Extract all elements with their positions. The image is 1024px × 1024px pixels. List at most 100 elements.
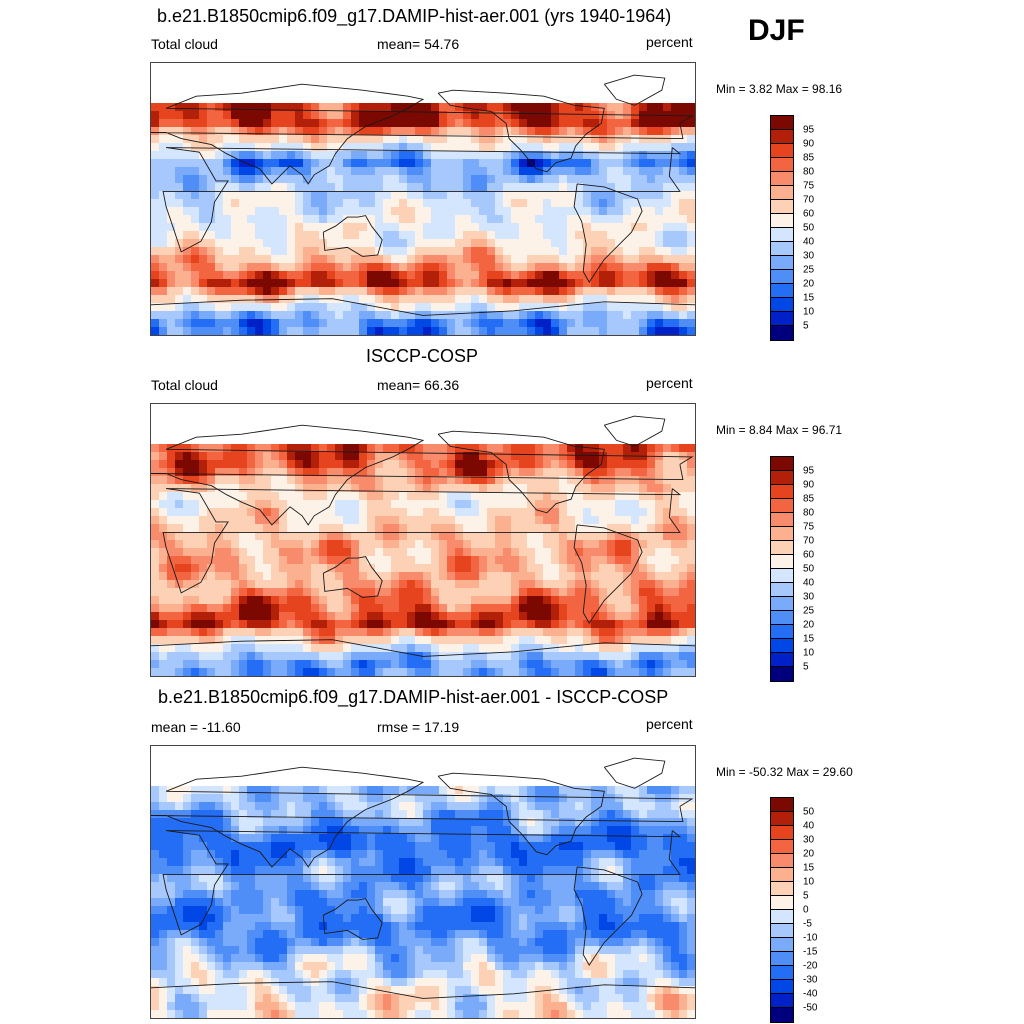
field-cell [447, 175, 456, 184]
field-cell [431, 818, 440, 827]
field-cell [559, 882, 568, 891]
field-cell [223, 636, 232, 645]
field-cell [239, 263, 248, 272]
field-cell [455, 580, 464, 589]
field-cell [287, 484, 296, 493]
field-cell [455, 596, 464, 605]
field-cell [255, 135, 264, 144]
field-cell [655, 119, 664, 128]
field-cell [551, 802, 560, 811]
field-cell [551, 818, 560, 827]
field-cell [407, 850, 416, 859]
field-cell [151, 311, 160, 320]
field-cell [439, 786, 448, 795]
field-cell [351, 834, 360, 843]
field-cell [351, 866, 360, 875]
field-cell [599, 484, 608, 493]
field-cell [679, 223, 688, 232]
field-cell [343, 850, 352, 859]
field-cell [551, 476, 560, 485]
field-cell [335, 588, 344, 597]
field-cell [591, 826, 600, 835]
field-cell [519, 652, 528, 661]
field-cell [183, 279, 192, 288]
field-cell [647, 263, 656, 272]
colorbar-segment [771, 527, 793, 541]
field-cell [199, 866, 208, 875]
field-cell [391, 279, 400, 288]
field-cell [455, 111, 464, 120]
field-cell [575, 532, 584, 541]
field-cell [239, 468, 248, 477]
field-cell [679, 834, 688, 843]
field-cell [239, 135, 248, 144]
field-cell [191, 548, 200, 557]
field-cell [463, 588, 472, 597]
field-cell [479, 444, 488, 453]
field-cell [191, 644, 200, 653]
field-cell [431, 858, 440, 867]
field-cell [679, 127, 688, 136]
field-cell [287, 548, 296, 557]
field-cell [239, 159, 248, 168]
field-cell [375, 866, 384, 875]
field-cell [351, 460, 360, 469]
field-cell [551, 508, 560, 517]
field-cell [391, 652, 400, 661]
field-cell [503, 135, 512, 144]
field-cell [575, 175, 584, 184]
field-cell [279, 468, 288, 477]
field-cell [647, 826, 656, 835]
field-cell [367, 151, 376, 160]
field-cell [351, 890, 360, 899]
field-cell [687, 143, 695, 152]
field-cell [551, 556, 560, 565]
field-cell [647, 818, 656, 827]
field-cell [207, 532, 216, 541]
field-cell [687, 468, 695, 477]
colorbar-segment [771, 457, 793, 471]
field-cell [551, 255, 560, 264]
field-cell [607, 279, 616, 288]
field-cell [407, 874, 416, 883]
field-cell [351, 119, 360, 128]
field-cell [631, 834, 640, 843]
field-cell [623, 596, 632, 605]
field-cell [551, 516, 560, 525]
field-cell [303, 620, 312, 629]
field-cell [199, 668, 208, 676]
field-cell [231, 532, 240, 541]
field-cell [575, 111, 584, 120]
field-cell [487, 874, 496, 883]
field-cell [247, 850, 256, 859]
field-cell [471, 263, 480, 272]
field-cell [215, 311, 224, 320]
field-cell [215, 652, 224, 661]
field-cell [423, 247, 432, 256]
field-cell [303, 199, 312, 208]
field-cell [535, 874, 544, 883]
field-cell [423, 636, 432, 645]
field-cell [495, 231, 504, 240]
field-cell [671, 119, 680, 128]
field-cell [639, 850, 648, 859]
field-cell [511, 858, 520, 867]
field-cell [495, 858, 504, 867]
field-cell [343, 167, 352, 176]
field-cell [199, 143, 208, 152]
field-cell [287, 644, 296, 653]
field-cell [159, 183, 168, 192]
field-cell [231, 143, 240, 152]
field-cell [311, 231, 320, 240]
field-cell [551, 191, 560, 200]
field-cell [351, 143, 360, 152]
field-cell [215, 660, 224, 669]
field-cell [639, 143, 648, 152]
field-cell [471, 311, 480, 320]
field-cell [247, 167, 256, 176]
field-cell [423, 484, 432, 493]
field-cell [511, 596, 520, 605]
field-cell [639, 279, 648, 288]
field-cell [311, 826, 320, 835]
field-cell [463, 556, 472, 565]
